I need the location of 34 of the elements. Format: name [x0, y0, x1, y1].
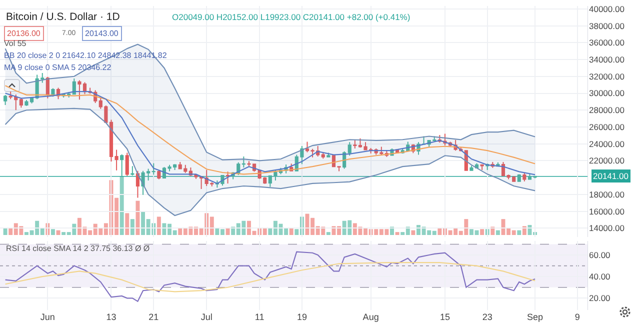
- y-tick-label: 36000.00: [589, 38, 625, 48]
- y-tick-label: 20.00: [589, 293, 611, 304]
- text: Bitcoin / U.S. Dollar · 1D: [6, 11, 120, 23]
- annotation: 20136.00: [7, 29, 41, 38]
- x-tick-label: Aug: [362, 312, 379, 322]
- x-tick-label: 21: [148, 312, 159, 322]
- x-tick-label: Jul: [200, 312, 212, 322]
- annotation: 20143.00: [85, 29, 119, 38]
- y-tick-label: 14000.00: [589, 223, 625, 234]
- x-tick-label: 15: [440, 312, 450, 322]
- y-tick-label: 22000.00: [589, 156, 625, 166]
- chart-title: RSI 14 close SMA 14 2 37.75 36.13 Ø Ø: [6, 244, 150, 253]
- y-tick-label: 18000.00: [589, 189, 625, 200]
- y-tick-label: 32000.00: [589, 71, 625, 82]
- y-tick-label: 28000.00: [589, 105, 625, 116]
- x-tick-label: 23: [482, 312, 492, 322]
- annotation: Vol 55: [4, 39, 27, 48]
- y-tick-label: 24000.00: [589, 138, 625, 149]
- y-tick-label: 16000.00: [589, 206, 625, 216]
- y-tick-label: 26000.00: [589, 122, 625, 132]
- y-tick-label: 40000.00: [589, 4, 625, 14]
- ref-line-label: 20141.00: [593, 171, 629, 181]
- x-tick-label: 19: [296, 312, 307, 322]
- x-tick-label: 11: [254, 312, 264, 322]
- x-tick-label: 13: [106, 312, 116, 322]
- x-tick-label: Jun: [40, 312, 55, 322]
- x-tick-label: 9: [574, 312, 580, 322]
- y-tick-label: 38000.00: [589, 20, 625, 31]
- text: O20049.00 H20152.00 L19923.00 C20141.00 +82.00 (+0.41%): [172, 12, 410, 22]
- y-tick-label: 40.00: [589, 272, 611, 282]
- y-tick-label: 60.00: [589, 250, 611, 260]
- x-tick-label: Sep: [527, 312, 544, 322]
- y-tick-label: 34000.00: [589, 54, 625, 65]
- y-tick-label: 30000.00: [589, 88, 625, 98]
